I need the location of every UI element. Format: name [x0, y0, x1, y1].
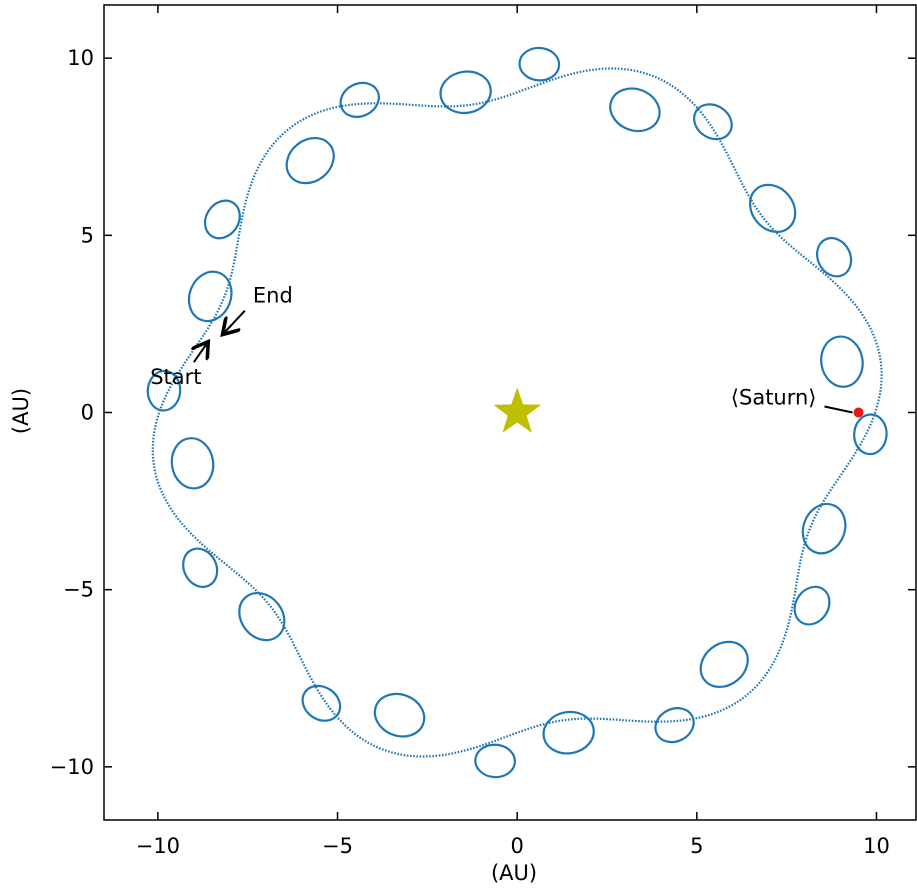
- plot-area: ⟨Saturn⟩ Start End: [146, 46, 888, 779]
- y-axis-label: (AU): [9, 388, 33, 434]
- x-tick-label: 0: [510, 834, 523, 858]
- epicycle-loop: [203, 199, 241, 240]
- x-axis-label: (AU): [491, 861, 537, 885]
- epicycle-loop: [853, 413, 888, 456]
- epicycle-loop: [301, 684, 342, 722]
- epicycle-loop: [748, 183, 797, 233]
- x-tick-label: −10: [136, 834, 180, 858]
- epicycle-loop: [801, 502, 847, 555]
- epicycle-loop: [146, 369, 182, 412]
- annotation-start-label: Start: [150, 365, 201, 389]
- axes: −10 −5 0 5 10 −10 −5 0 5 10: [50, 4, 917, 858]
- epicycle-loop: [439, 70, 492, 115]
- saturn-marker: [853, 407, 864, 418]
- x-tick-label: 10: [863, 834, 890, 858]
- y-tick-label: 5: [81, 223, 94, 247]
- epicycle-loop: [187, 270, 233, 323]
- epicycle-loop: [339, 81, 380, 118]
- y-tick-label: −10: [50, 755, 94, 779]
- annotation-end-arrow: [223, 309, 246, 335]
- trajectory-loops: [146, 46, 888, 779]
- epicycle-loop: [693, 103, 733, 141]
- epicycle-loop: [474, 743, 517, 779]
- annotation-start-arrow: [194, 342, 208, 363]
- saturn-label: ⟨Saturn⟩: [731, 386, 817, 410]
- annotation-end-label: End: [253, 284, 293, 308]
- saturn-arrow: [824, 405, 853, 414]
- sun-star-marker: [493, 387, 541, 433]
- y-tick-label: 10: [67, 46, 94, 70]
- epicycle-loop: [699, 640, 749, 689]
- epicycle-loop: [654, 707, 695, 744]
- epicycle-loop: [793, 585, 831, 626]
- x-tick-label: −5: [322, 834, 353, 858]
- x-tick-label: 5: [690, 834, 703, 858]
- epicycle-loop: [238, 592, 286, 642]
- epicycle-loop: [820, 335, 864, 388]
- epicycle-loop: [816, 236, 853, 278]
- epicycle-loop: [609, 87, 661, 133]
- epicycle-loop: [182, 547, 219, 589]
- epicycle-loop: [373, 692, 426, 738]
- y-tick-label: −5: [63, 578, 94, 602]
- epicycle-loop: [542, 710, 595, 755]
- epicycle-loop: [285, 136, 335, 185]
- epicycle-loop: [170, 437, 215, 490]
- y-tick-label: 0: [81, 401, 94, 425]
- trajectory-dotted-path: [151, 67, 883, 758]
- epicycle-loop: [518, 46, 561, 82]
